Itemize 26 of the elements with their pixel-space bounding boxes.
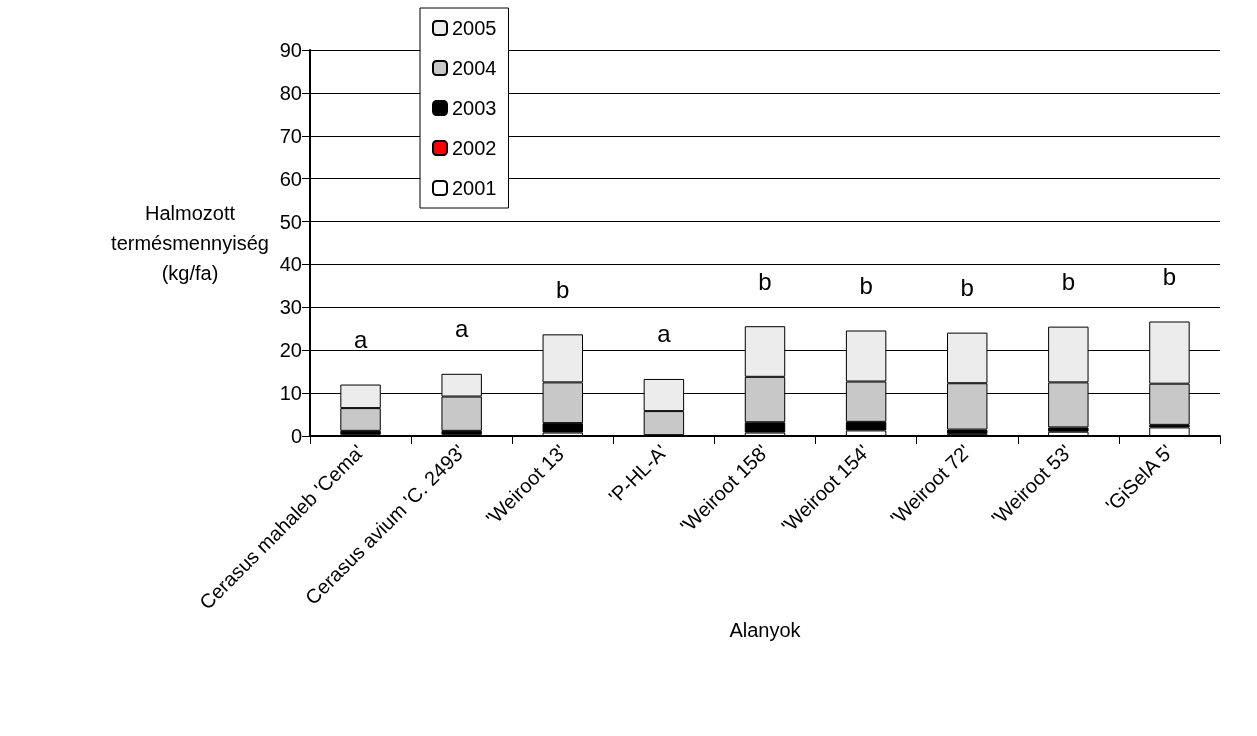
annotation: a bbox=[454, 315, 469, 343]
y-tick-label: 60 bbox=[279, 167, 302, 190]
annotation: b bbox=[1061, 268, 1076, 296]
legend-label: 2004 bbox=[452, 57, 497, 79]
x-axis-title: Alanyok bbox=[729, 618, 802, 641]
y-tick-label: 80 bbox=[279, 81, 302, 104]
annotation: b bbox=[556, 275, 570, 303]
annotation: b bbox=[1162, 262, 1177, 290]
y-tick-label: 20 bbox=[279, 339, 302, 362]
y-tick-label: 90 bbox=[279, 39, 302, 61]
annotation: b bbox=[859, 271, 873, 299]
annotation: a bbox=[657, 320, 672, 348]
legend-label: 2005 bbox=[452, 17, 497, 39]
y-tick-label: 70 bbox=[279, 124, 302, 147]
y-tick-label: 30 bbox=[279, 296, 302, 319]
legend-label: 2003 bbox=[452, 97, 497, 119]
y-tick-label: 10 bbox=[279, 382, 302, 405]
y-tick-label: 40 bbox=[279, 253, 302, 276]
legend-label: 2002 bbox=[452, 137, 497, 159]
legend-label: 2001 bbox=[452, 177, 497, 199]
y-axis-title: Halmozott termésmennyiség (kg/fa) bbox=[111, 202, 269, 284]
annotation: b bbox=[758, 267, 772, 295]
y-tick-label: 50 bbox=[279, 210, 302, 233]
annotation: b bbox=[960, 274, 974, 302]
annotation: a bbox=[353, 326, 368, 354]
y-tick-label: 0 bbox=[290, 425, 302, 447]
